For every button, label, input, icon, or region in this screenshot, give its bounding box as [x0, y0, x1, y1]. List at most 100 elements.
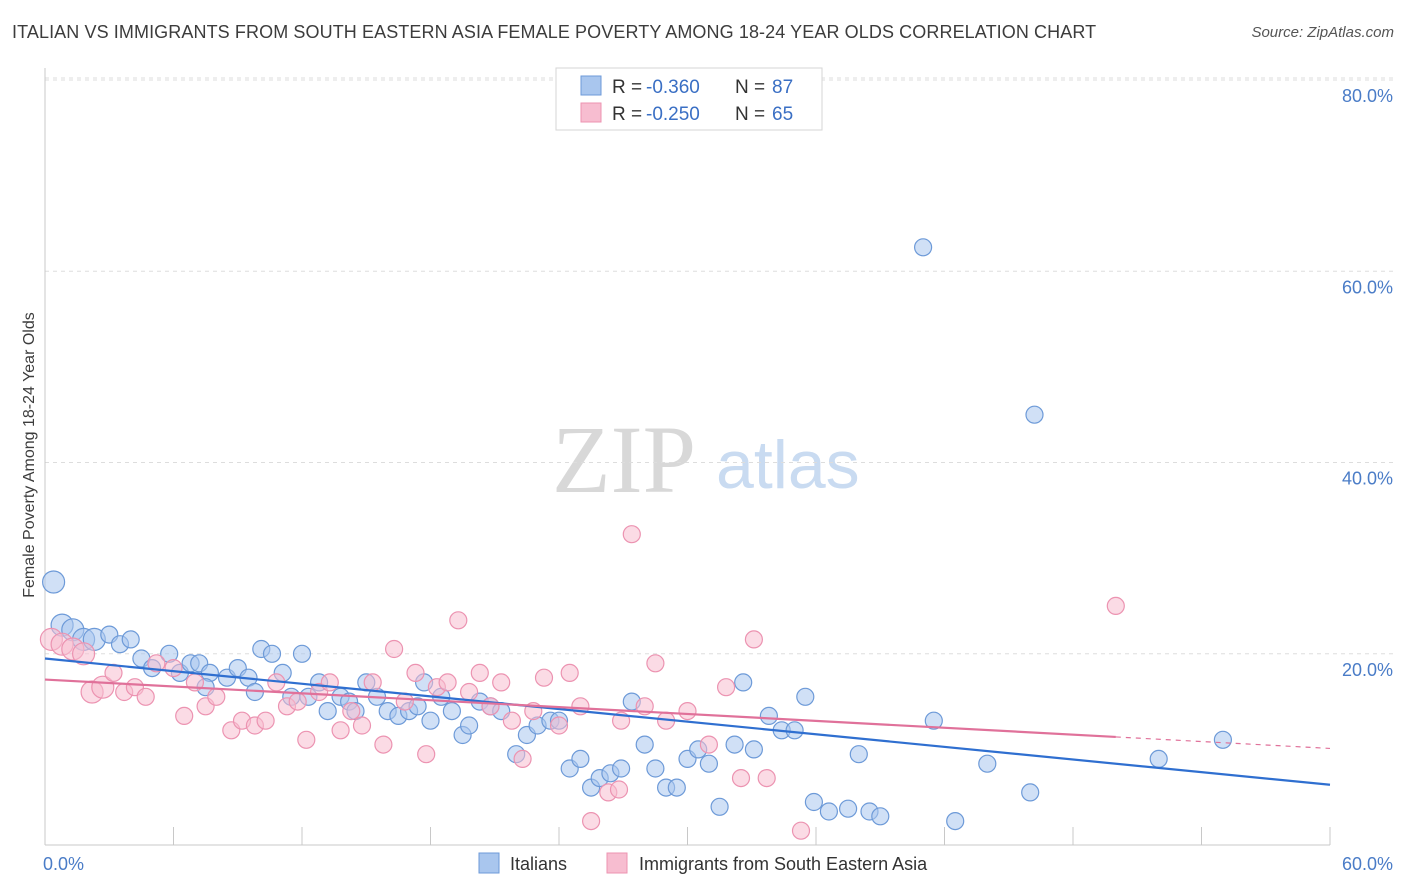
italians-point-77	[924, 711, 943, 730]
italians-point-64	[734, 673, 753, 692]
sea-point-29	[363, 673, 382, 692]
italians-point-81	[1021, 783, 1040, 802]
italians-point-65	[744, 740, 764, 759]
italians-point-56	[646, 759, 665, 778]
legend-n-label-1: N =	[735, 77, 765, 98]
sea-point-60	[744, 630, 764, 649]
italians-point-70	[804, 792, 824, 812]
sea-point-15	[207, 687, 226, 706]
italians-point-61	[699, 754, 719, 773]
italians-point-49	[571, 749, 590, 769]
correlation-legend: R = -0.360 N = 87 R = -0.250 N = 65	[555, 67, 823, 131]
sea-point-54	[646, 654, 665, 673]
sea-point-58	[716, 678, 736, 697]
legend-swatch-italians	[580, 75, 602, 96]
sea-point-39	[470, 663, 489, 683]
italians-point-82	[1149, 749, 1168, 769]
sea-point-34	[417, 745, 436, 764]
italians-trendline	[44, 657, 1331, 786]
trendlines	[44, 657, 1331, 786]
y-tick-label-2: 60.0%	[1342, 277, 1393, 297]
x-tick-label-0: 0.0%	[43, 854, 84, 874]
legend-n-value-1: 87	[772, 77, 793, 98]
sea-point-37	[449, 611, 468, 630]
sea-point-12	[175, 706, 194, 726]
italians-point-73	[849, 745, 868, 764]
italians-point-58	[667, 778, 686, 797]
y-axis-label: Female Poverty Among 18-24 Year Olds	[21, 312, 38, 598]
italians-point-71	[819, 802, 839, 821]
sea-point-36	[438, 673, 457, 692]
sea-point-6	[104, 663, 123, 683]
sea-point-52	[622, 525, 641, 544]
sea-point-33	[406, 663, 425, 683]
italians-point-53	[611, 759, 631, 778]
watermark-zip: ZIP	[552, 406, 696, 513]
sea-point-32	[395, 692, 414, 711]
legend-r-label-1: R =	[612, 77, 642, 98]
chart-title: ITALIAN VS IMMIGRANTS FROM SOUTH EASTERN…	[12, 22, 1097, 42]
sea-point-27	[342, 701, 361, 721]
gridlines	[45, 77, 1394, 655]
bottom-legend-swatch-italians	[478, 852, 500, 874]
sea-point-62	[791, 821, 811, 840]
sea-point-59	[731, 768, 751, 788]
sea-point-26	[331, 721, 350, 740]
y-tick-label-0: 20.0%	[1342, 660, 1393, 680]
sea-point-10	[147, 654, 166, 673]
sea-point-38	[460, 682, 479, 702]
sea-point-63	[1106, 596, 1125, 616]
italians-point-7	[121, 630, 140, 649]
sea-point-30	[374, 735, 393, 754]
italians-point-68	[785, 721, 804, 740]
sea-point-19	[256, 711, 275, 730]
sea-point-64	[609, 780, 629, 799]
sea-point-31	[385, 639, 404, 659]
y-tick-label-3: 80.0%	[1342, 86, 1393, 106]
legend-r-value-1: -0.360	[646, 77, 700, 98]
sea-point-3	[71, 642, 96, 666]
axes	[44, 68, 1331, 846]
italians-point-0	[41, 570, 66, 594]
sea-point-43	[513, 749, 532, 769]
italians-point-72	[838, 799, 858, 818]
tick-labels: 20.0% 40.0% 60.0% 80.0% 0.0% 60.0%	[43, 86, 1393, 874]
legend-r-label-2: R =	[612, 104, 642, 125]
italians-point-18	[262, 644, 282, 663]
series-legend: Italians Immigrants from South Eastern A…	[478, 852, 928, 874]
italians-point-76	[913, 238, 933, 257]
sea-point-42	[502, 711, 521, 730]
sea-point-49	[581, 811, 601, 831]
italians-point-37	[442, 701, 461, 721]
bottom-legend-italians: Italians	[510, 854, 567, 874]
bottom-legend-sea: Immigrants from South Eastern Asia	[639, 854, 928, 874]
y-tick-label-1: 40.0%	[1342, 469, 1393, 489]
sea-point-28	[352, 716, 372, 735]
italians-point-39	[460, 716, 479, 735]
sea-point-23	[297, 730, 316, 749]
sea-point-47	[560, 663, 579, 683]
sea-point-11	[164, 658, 183, 678]
sea-point-57	[699, 735, 719, 754]
italians-point-80	[1025, 405, 1044, 424]
sea-point-9	[136, 687, 155, 706]
sea-point-56	[678, 701, 697, 721]
italians-point-21	[292, 644, 312, 663]
sea-point-25	[320, 673, 339, 692]
sea-point-45	[534, 668, 554, 687]
italians-point-79	[978, 754, 997, 773]
watermark-atlas: atlas	[716, 427, 860, 503]
italians-point-78	[946, 811, 965, 831]
sea-point-41	[492, 673, 511, 692]
x-tick-label-1: 60.0%	[1342, 854, 1393, 874]
italians-point-69	[796, 687, 815, 706]
legend-r-value-2: -0.250	[646, 104, 700, 125]
sea-point-22	[288, 692, 307, 711]
legend-n-value-2: 65	[772, 104, 793, 125]
watermark: ZIP atlas	[552, 406, 860, 513]
sea-point-46	[549, 716, 569, 735]
legend-swatch-sea	[580, 102, 602, 123]
italians-point-55	[635, 735, 654, 754]
sea-point-40	[481, 697, 500, 716]
